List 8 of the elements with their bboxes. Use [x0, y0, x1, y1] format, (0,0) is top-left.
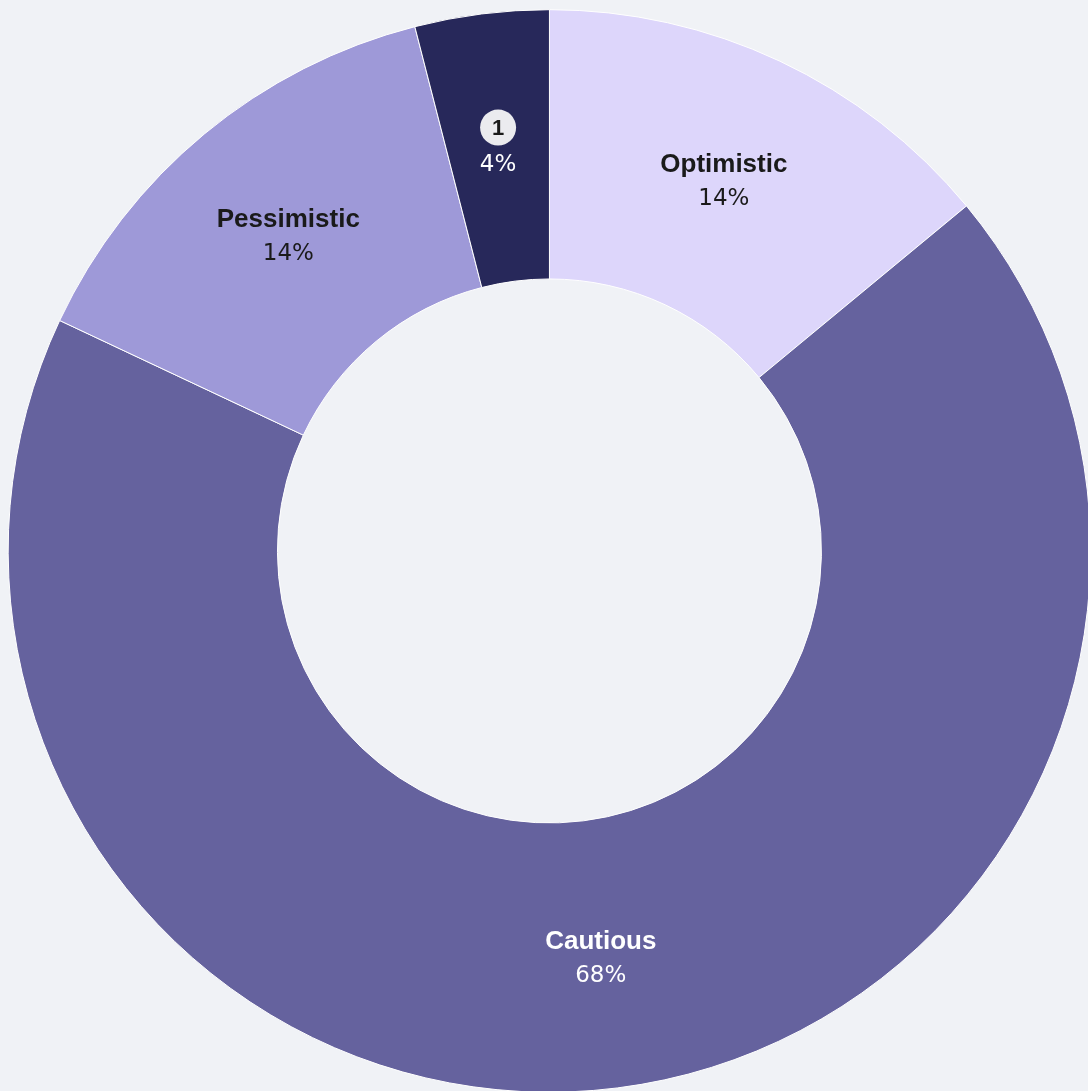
slice-label: Pessimistic — [216, 203, 360, 234]
data-label: 68% — [575, 961, 627, 988]
slice-label: Optimistic — [660, 148, 788, 179]
slice-label: Cautious — [545, 925, 657, 956]
data-label: 14% — [262, 239, 314, 266]
slice-label: 1 — [491, 115, 505, 141]
data-label: 14% — [698, 184, 750, 211]
data-label: 4% — [479, 149, 517, 176]
